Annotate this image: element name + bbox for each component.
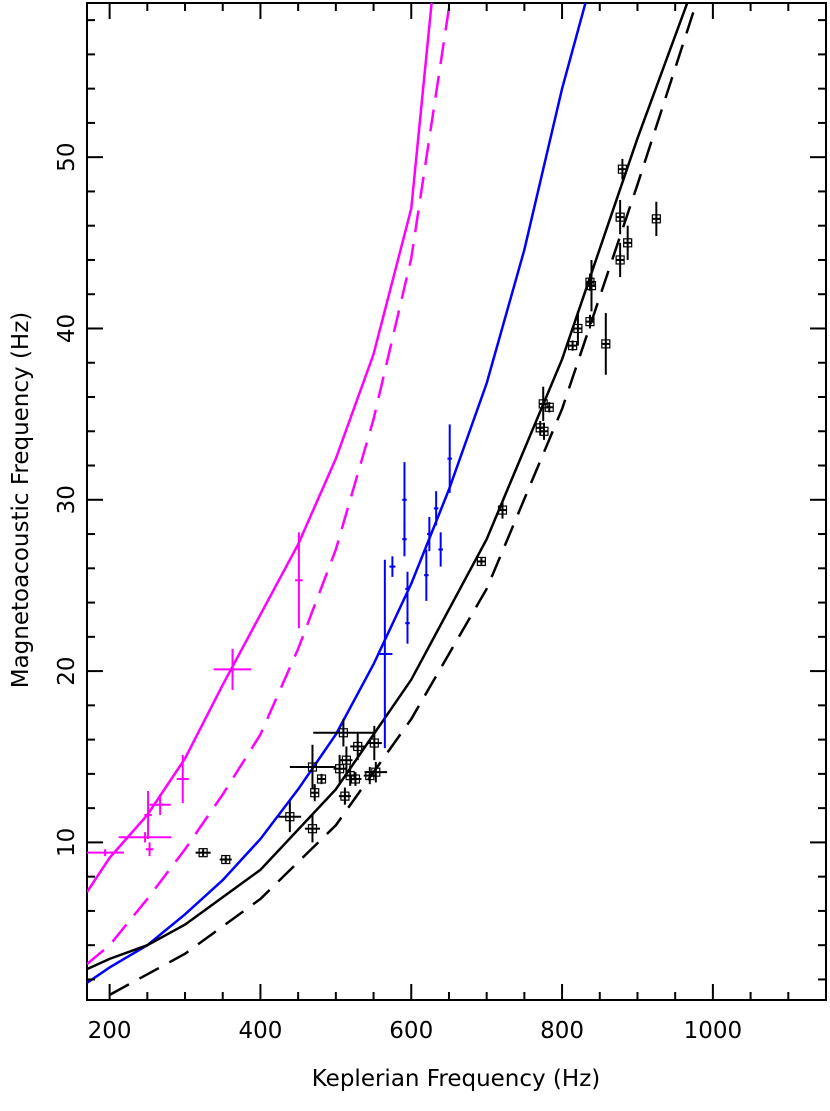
x-tick-label: 800 <box>540 1018 584 1044</box>
data-point <box>623 238 633 248</box>
model-curve <box>87 3 451 965</box>
data-point <box>340 791 350 801</box>
y-tick-label: 50 <box>54 143 80 172</box>
data-point <box>221 854 231 865</box>
data-point <box>338 728 348 738</box>
data-point <box>615 255 625 265</box>
y-tick-label: 40 <box>54 314 80 343</box>
data-point <box>143 835 147 839</box>
data-point <box>307 762 318 772</box>
data-point <box>615 212 625 222</box>
data-point <box>231 667 235 671</box>
data-point <box>383 652 387 656</box>
data-point <box>369 738 379 748</box>
data-point <box>335 764 345 774</box>
data-point <box>146 813 150 817</box>
x-axis-label: Keplerian Frequency (Hz) <box>312 1066 601 1092</box>
data-point <box>103 851 107 855</box>
data-point <box>585 277 595 287</box>
data-point <box>617 164 627 174</box>
data-point <box>158 803 162 807</box>
data-point <box>539 426 549 436</box>
data-point <box>390 565 394 569</box>
data-point <box>424 573 428 577</box>
data-point <box>297 578 301 582</box>
model-curve <box>87 3 587 984</box>
data-point <box>405 587 409 591</box>
data-point <box>341 755 352 765</box>
data-point <box>601 339 611 349</box>
data-point <box>651 214 661 224</box>
data-point <box>310 788 320 798</box>
y-axis-label: Magnetoacoustic Frequency (Hz) <box>8 312 34 689</box>
plot-frame <box>86 2 827 1001</box>
model-curve <box>87 3 689 971</box>
model-curve <box>87 3 433 893</box>
x-tick-label: 600 <box>389 1018 433 1044</box>
data-point <box>350 774 361 784</box>
data-point <box>316 774 327 784</box>
data-point <box>573 323 583 334</box>
x-tick-label: 400 <box>238 1018 282 1044</box>
data-point <box>497 505 508 515</box>
data-point <box>148 847 152 851</box>
data-point <box>427 532 431 536</box>
data-point <box>307 824 318 834</box>
data-point <box>476 556 486 567</box>
y-tick-label: 20 <box>54 656 80 685</box>
x-tick-label: 200 <box>88 1018 132 1044</box>
data-point <box>585 317 595 327</box>
data-point <box>448 457 452 461</box>
data-point <box>434 506 438 510</box>
plot-area <box>87 3 698 996</box>
y-tick-label: 10 <box>54 828 80 857</box>
data-point <box>198 848 208 858</box>
x-tick-label: 1000 <box>684 1018 743 1044</box>
data-point <box>439 547 443 551</box>
data-point <box>181 777 185 781</box>
data-point <box>402 498 406 502</box>
data-point <box>544 402 554 412</box>
data-point <box>402 537 406 541</box>
data-point <box>568 341 578 351</box>
data-point <box>285 812 295 822</box>
data-point <box>371 767 381 777</box>
data-point <box>353 741 363 752</box>
data-point <box>405 621 409 625</box>
y-tick-label: 30 <box>54 485 80 514</box>
